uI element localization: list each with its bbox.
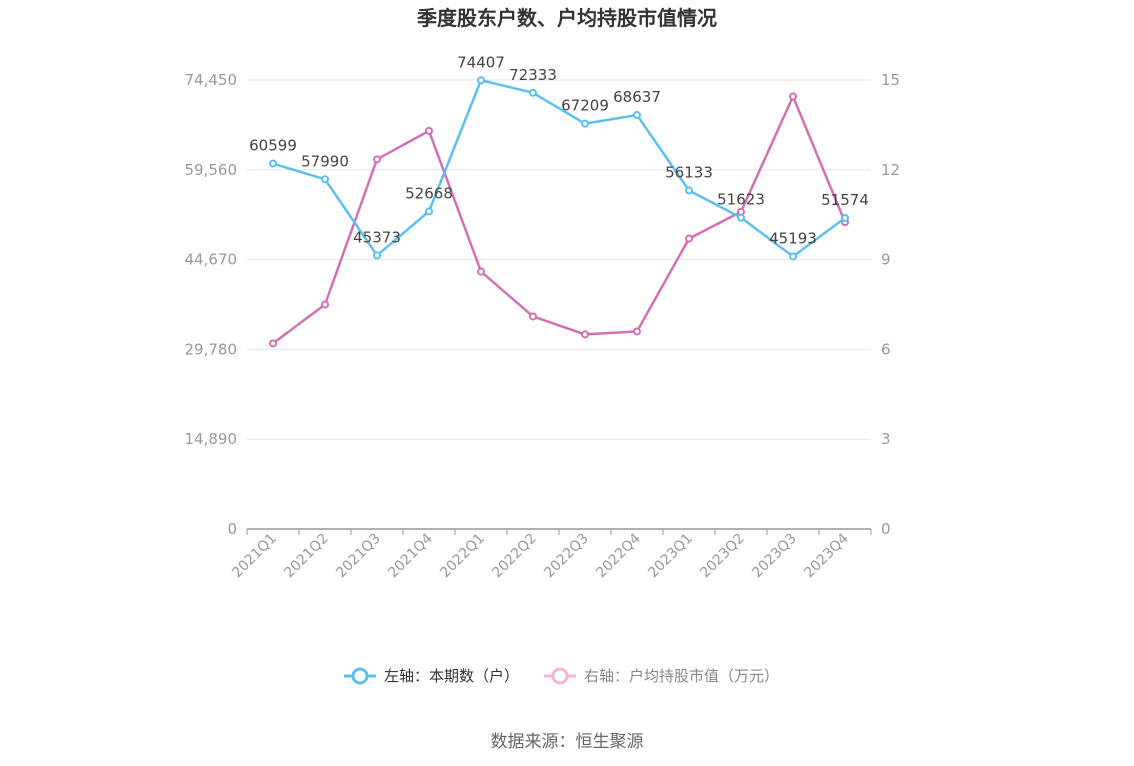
left-axis-tick-label: 44,670 [185,251,238,269]
households-data-label: 72333 [509,66,557,84]
right-axis-tick-label: 6 [881,340,891,358]
x-axis-tick-label: 2022Q3 [541,531,592,582]
households-point [581,119,589,128]
legend-item-avg-holding[interactable]: 右轴：户均持股市值（万元） [544,667,779,685]
avg-holding-point [477,267,485,276]
source-note: 数据来源：恒生聚源 [491,732,644,752]
legend-item-households[interactable]: 左轴：本期数（户） [344,667,519,685]
legend-avg-holding-marker-icon [551,667,569,685]
avg-holding-point [269,339,277,348]
households-line [272,79,846,258]
x-axis-tick-label: 2021Q4 [385,530,436,581]
left-axis-tick-label: 74,450 [185,71,238,89]
x-axis-tick-label: 2023Q4 [801,530,852,581]
households-data-label: 51574 [821,191,869,209]
right-axis-tick-label: 12 [881,161,900,179]
grid-lines [247,79,871,440]
households-point [841,213,849,222]
legend-avg-holding-label: 右轴：户均持股市值（万元） [584,667,779,685]
avg-holding-line [272,95,847,345]
households-point [789,252,797,261]
households-point [425,207,433,216]
households-point [373,251,381,260]
left-axis-tick-label: 0 [227,520,237,538]
avg-holding-point [633,327,641,336]
households-point [477,76,485,85]
right-axis-tick-label: 0 [881,520,891,538]
x-axis-tick-label: 2023Q3 [749,531,800,582]
households-data-label: 51623 [717,191,765,209]
households-point [685,186,693,195]
households-data-label: 52668 [405,184,453,202]
x-axis-tick-label: 2021Q3 [333,531,384,582]
households-data-label: 68637 [613,88,661,106]
x-axis-tick-label: 2022Q4 [593,530,644,581]
households-point [269,159,277,168]
avg-holding-point [789,92,797,101]
series-lines [269,76,849,348]
avg-holding-point [685,234,693,243]
households-data-label: 57990 [301,152,349,170]
right-axis-tick-label: 9 [881,251,891,269]
avg-holding-point [529,312,537,321]
avg-holding-point [373,155,381,164]
left-axis-tick-label: 59,560 [185,161,238,179]
households-point [321,175,329,184]
avg-holding-point [425,126,433,135]
households-data-label: 45193 [769,229,817,247]
households-point [737,213,745,222]
households-data-label: 60599 [249,137,297,155]
households-data-label: 74407 [457,53,505,71]
right-axis-tick-label: 15 [881,71,900,89]
avg-holding-point [321,300,329,309]
households-point [633,111,641,120]
x-axis-tick-label: 2021Q2 [281,531,332,582]
x-axis-tick-label: 2022Q1 [437,531,488,582]
x-axis-tick-label: 2023Q1 [645,531,696,582]
left-axis-tick-label: 29,780 [185,340,238,358]
households-data-label: 45373 [353,228,401,246]
right-axis-tick-label: 3 [881,430,891,448]
legend: 左轴：本期数（户） 右轴：户均持股市值（万元） [344,667,779,685]
avg-holding-point [581,330,589,339]
left-axis-tick-label: 14,890 [185,430,238,448]
x-axis-tick-label: 2022Q2 [489,531,540,582]
households-data-label: 67209 [561,97,609,115]
legend-households-marker-icon [351,667,369,685]
households-data-label: 56133 [665,163,713,181]
households-point [529,88,537,97]
x-axis-tick-label: 2021Q1 [229,531,280,582]
x-axis-tick-label: 2023Q2 [697,531,748,582]
legend-households-label: 左轴：本期数（户） [384,667,519,685]
chart-title: 季度股东户数、户均持股市值情况 [416,6,717,30]
